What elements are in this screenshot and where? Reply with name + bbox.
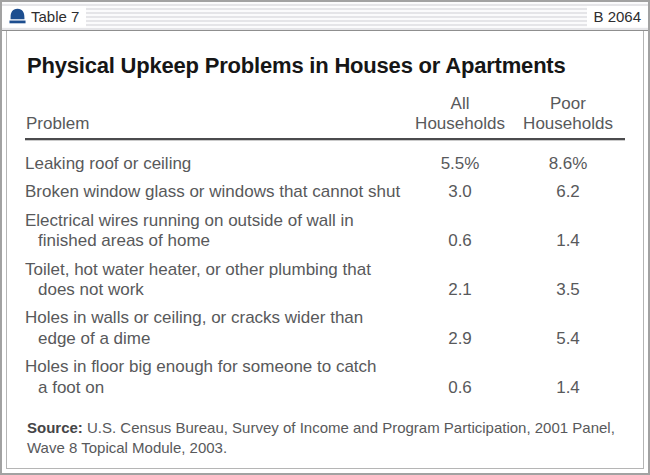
source-label: Source:	[27, 419, 83, 436]
problem-cell: Leaking roof or ceiling	[25, 141, 409, 178]
table-content-box: Physical Upkeep Problems in Houses or Ap…	[6, 31, 644, 469]
poor-households-value: 8.6%	[511, 141, 625, 178]
table-number-label: Table 7	[2, 6, 86, 27]
figure-header-bar: Table 7 B 2064	[2, 2, 648, 31]
poor-households-value: 3.5	[511, 256, 625, 305]
poor-households-value: 6.2	[511, 178, 625, 206]
all-households-value: 0.6	[409, 207, 511, 256]
figure-title: Physical Upkeep Problems in Houses or Ap…	[27, 53, 625, 79]
catalog-number-label: B 2064	[587, 6, 648, 27]
table-row: Electrical wires running on outside of w…	[25, 207, 625, 256]
all-households-value: 5.5%	[409, 141, 511, 178]
table-header-row: Problem All Households Poor Households	[25, 93, 625, 138]
upkeep-problems-table: Problem All Households Poor Households L…	[25, 93, 625, 402]
all-households-value: 0.6	[409, 353, 511, 402]
column-header-problem: Problem	[25, 93, 409, 138]
problem-cell: Holes in floor big enough for someone to…	[25, 353, 409, 402]
table-row: Broken window glass or windows that cann…	[25, 178, 625, 206]
table-row: Holes in floor big enough for someone to…	[25, 353, 625, 402]
source-note: Source: U.S. Census Bureau, Survey of In…	[27, 418, 619, 459]
liberty-bell-icon	[8, 8, 27, 25]
problem-cell: Holes in walls or ceiling, or cracks wid…	[25, 304, 409, 353]
source-text: U.S. Census Bureau, Survey of Income and…	[27, 419, 615, 456]
table-number-text: Table 7	[31, 8, 79, 25]
all-households-value: 3.0	[409, 178, 511, 206]
table-figure-page: Table 7 B 2064 Physical Upkeep Problems …	[0, 0, 650, 475]
table-row: Holes in walls or ceiling, or cracks wid…	[25, 304, 625, 353]
column-header-all-households: All Households	[409, 93, 511, 138]
problem-cell: Toilet, hot water heater, or other plumb…	[25, 256, 409, 305]
poor-households-value: 1.4	[511, 207, 625, 256]
poor-households-value: 5.4	[511, 304, 625, 353]
all-households-value: 2.1	[409, 256, 511, 305]
poor-households-value: 1.4	[511, 353, 625, 402]
problem-cell: Electrical wires running on outside of w…	[25, 207, 409, 256]
table-row: Toilet, hot water heater, or other plumb…	[25, 256, 625, 305]
all-households-value: 2.9	[409, 304, 511, 353]
column-header-poor-households: Poor Households	[511, 93, 625, 138]
table-row: Leaking roof or ceiling 5.5% 8.6%	[25, 141, 625, 178]
problem-cell: Broken window glass or windows that cann…	[25, 178, 409, 206]
